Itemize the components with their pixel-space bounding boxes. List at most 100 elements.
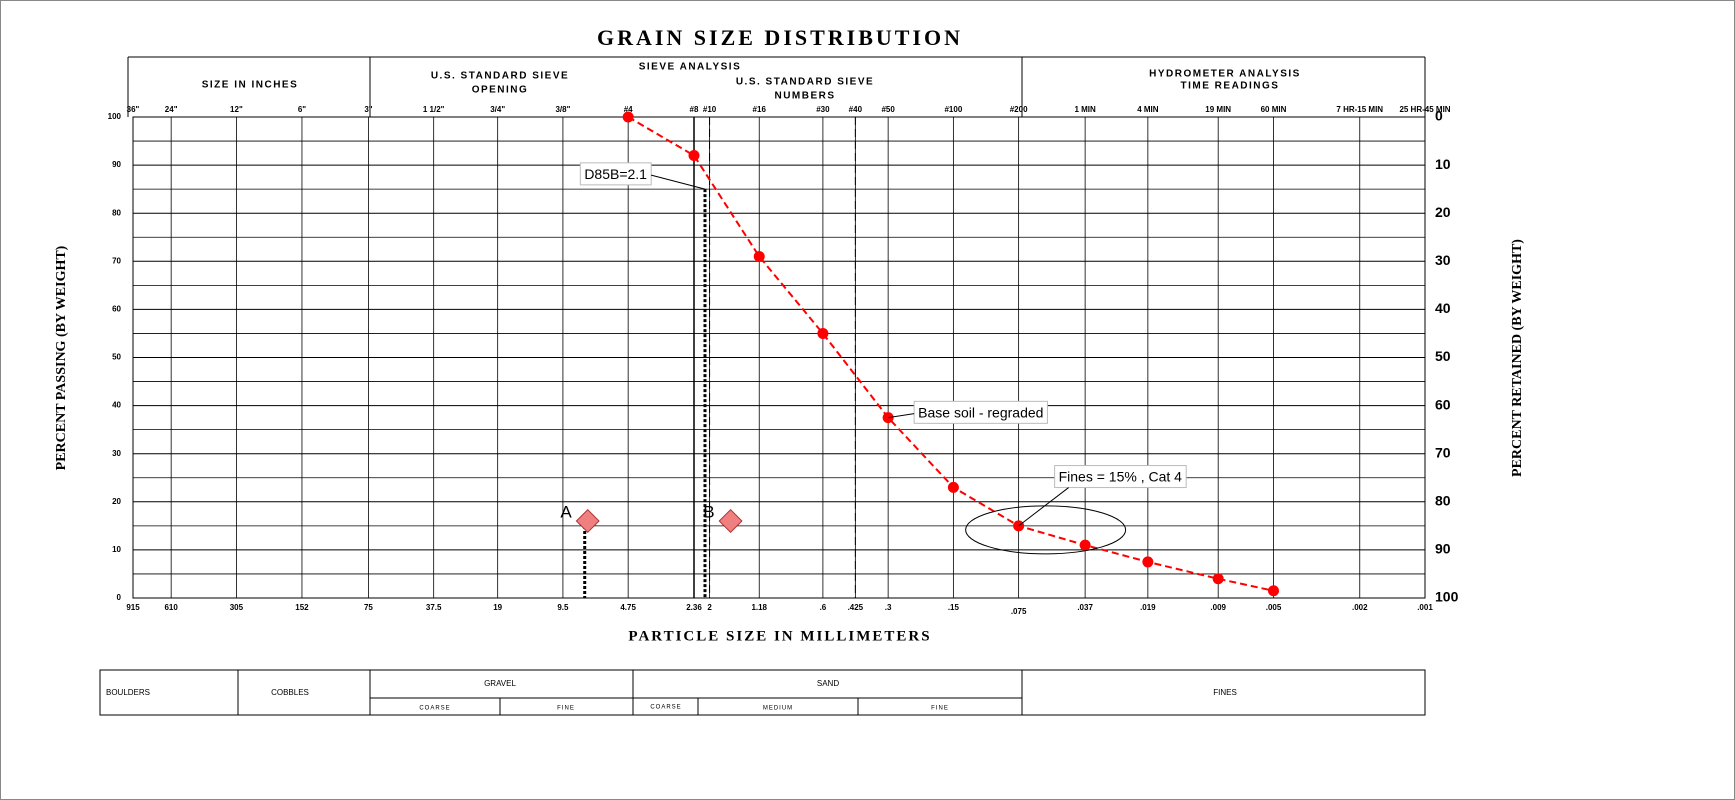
y2-tick-label: 10 — [1435, 156, 1451, 172]
x-tick-label: 2.36 — [686, 603, 702, 612]
highlight-ellipse — [965, 505, 1127, 555]
data-point — [1079, 539, 1091, 551]
x2-tick-label: 25 HR-45 MIN — [1399, 105, 1450, 114]
x-tick-label: 4.75 — [620, 603, 636, 612]
x-tick-label: 152 — [295, 603, 309, 612]
y-tick-label: 100 — [108, 112, 122, 121]
x-tick-label: 37.5 — [426, 603, 442, 612]
x-tick-label: .002 — [1352, 603, 1368, 612]
header-label: OPENING — [472, 85, 529, 96]
x-tick-label: .005 — [1266, 603, 1282, 612]
header-label: TIME READINGS — [1181, 81, 1280, 92]
y2-tick-label: 30 — [1435, 252, 1451, 268]
x2-tick-label: #50 — [881, 105, 895, 114]
class-label: GRAVEL — [484, 679, 516, 688]
x-tick-label: .009 — [1210, 603, 1226, 612]
x2-tick-label: 3/4" — [490, 105, 505, 114]
y-tick-label: 70 — [112, 256, 121, 265]
x2-tick-label: #100 — [944, 105, 962, 114]
x-tick-label: 1.18 — [751, 603, 767, 612]
leader-line — [651, 174, 706, 190]
y-tick-label: 20 — [112, 497, 121, 506]
y2-tick-label: 20 — [1435, 204, 1451, 220]
header-label: SIEVE ANALYSIS — [639, 62, 742, 73]
x-tick-label: .075 — [1011, 607, 1027, 616]
chart-title: GRAIN SIZE DISTRIBUTION — [597, 25, 963, 50]
x-tick-label: .6 — [820, 603, 827, 612]
y-tick-label: 90 — [112, 160, 121, 169]
marker-label: B — [703, 503, 714, 522]
x2-tick-label: #40 — [849, 105, 863, 114]
data-point — [1268, 585, 1280, 597]
annotation: Fines = 15% , Cat 4 — [1059, 469, 1183, 485]
y2-tick-label: 60 — [1435, 396, 1451, 412]
class-label: COARSE — [419, 706, 450, 712]
x2-tick-label: 6" — [298, 105, 306, 114]
class-label: FINES — [1213, 688, 1237, 697]
class-label: BOULDERS — [106, 688, 150, 697]
annotation-box — [1054, 465, 1187, 489]
annotation: D85B=2.1 — [584, 166, 647, 182]
y-axis-label: PERCENT PASSING (BY WEIGHT) — [54, 245, 69, 470]
y2-tick-label: 50 — [1435, 348, 1451, 364]
classification-table — [99, 669, 1426, 716]
annotation: Base soil - regraded — [918, 404, 1043, 420]
data-point — [947, 481, 959, 493]
header-label: HYDROMETER ANALYSIS — [1149, 69, 1301, 80]
data-point — [688, 149, 700, 161]
marker — [575, 509, 600, 534]
x-tick-label: 75 — [364, 603, 373, 612]
class-label: SAND — [817, 679, 839, 688]
y-tick-label: 40 — [112, 401, 121, 410]
header-label: U.S. STANDARD SIEVE — [431, 71, 569, 82]
y-tick-label: 60 — [112, 305, 121, 314]
x2-tick-label: 1 MIN — [1074, 105, 1096, 114]
x2-tick-label: 7 HR-15 MIN — [1336, 105, 1383, 114]
annotation-box — [579, 162, 652, 186]
x-tick-label: 19 — [493, 603, 502, 612]
x2-tick-label: 24" — [165, 105, 178, 114]
x2-tick-label: 60 MIN — [1261, 105, 1287, 114]
leader-line — [1018, 487, 1069, 527]
marker-label: A — [560, 503, 572, 522]
x2-tick-label: #4 — [624, 105, 633, 114]
header-label: SIZE IN INCHES — [202, 80, 299, 91]
y2-axis-label: PERCENT RETAINED (BY WEIGHT) — [1510, 239, 1525, 477]
leader-line — [888, 413, 915, 419]
y-tick-label: 80 — [112, 208, 121, 217]
x-tick-label: 9.5 — [557, 603, 569, 612]
class-label: FINE — [931, 706, 949, 712]
x-tick-label: .15 — [948, 603, 960, 612]
y-tick-label: 10 — [112, 545, 121, 554]
y-tick-label: 0 — [117, 593, 122, 602]
x-tick-label: .037 — [1077, 603, 1093, 612]
x2-tick-label: 3/8" — [555, 105, 570, 114]
marker — [718, 509, 743, 534]
x-tick-label: 305 — [230, 603, 244, 612]
y2-tick-label: 90 — [1435, 541, 1451, 557]
class-label: FINE — [557, 706, 575, 712]
header-label: U.S. STANDARD SIEVE — [736, 77, 874, 88]
x2-tick-label: 36" — [127, 105, 140, 114]
data-point — [1212, 573, 1224, 585]
x2-tick-label: 1 1/2" — [423, 105, 445, 114]
header-frame — [127, 56, 1426, 117]
header-label: NUMBERS — [774, 91, 835, 102]
x-tick-label: 610 — [164, 603, 178, 612]
data-point — [753, 250, 765, 262]
y-tick-label: 50 — [112, 353, 121, 362]
x-tick-label: .3 — [885, 603, 892, 612]
x-tick-label: 915 — [126, 603, 140, 612]
x2-tick-label: 4 MIN — [1137, 105, 1159, 114]
x2-tick-label: #8 — [690, 105, 699, 114]
class-label: MEDIUM — [763, 706, 793, 712]
x2-tick-label: #10 — [703, 105, 717, 114]
x2-tick-label: #200 — [1010, 105, 1028, 114]
x-axis-label: PARTICLE SIZE IN MILLIMETERS — [628, 628, 931, 644]
y2-tick-label: 80 — [1435, 493, 1451, 509]
y2-tick-label: 70 — [1435, 444, 1451, 460]
y2-tick-label: 40 — [1435, 300, 1451, 316]
x-tick-label: .019 — [1140, 603, 1156, 612]
